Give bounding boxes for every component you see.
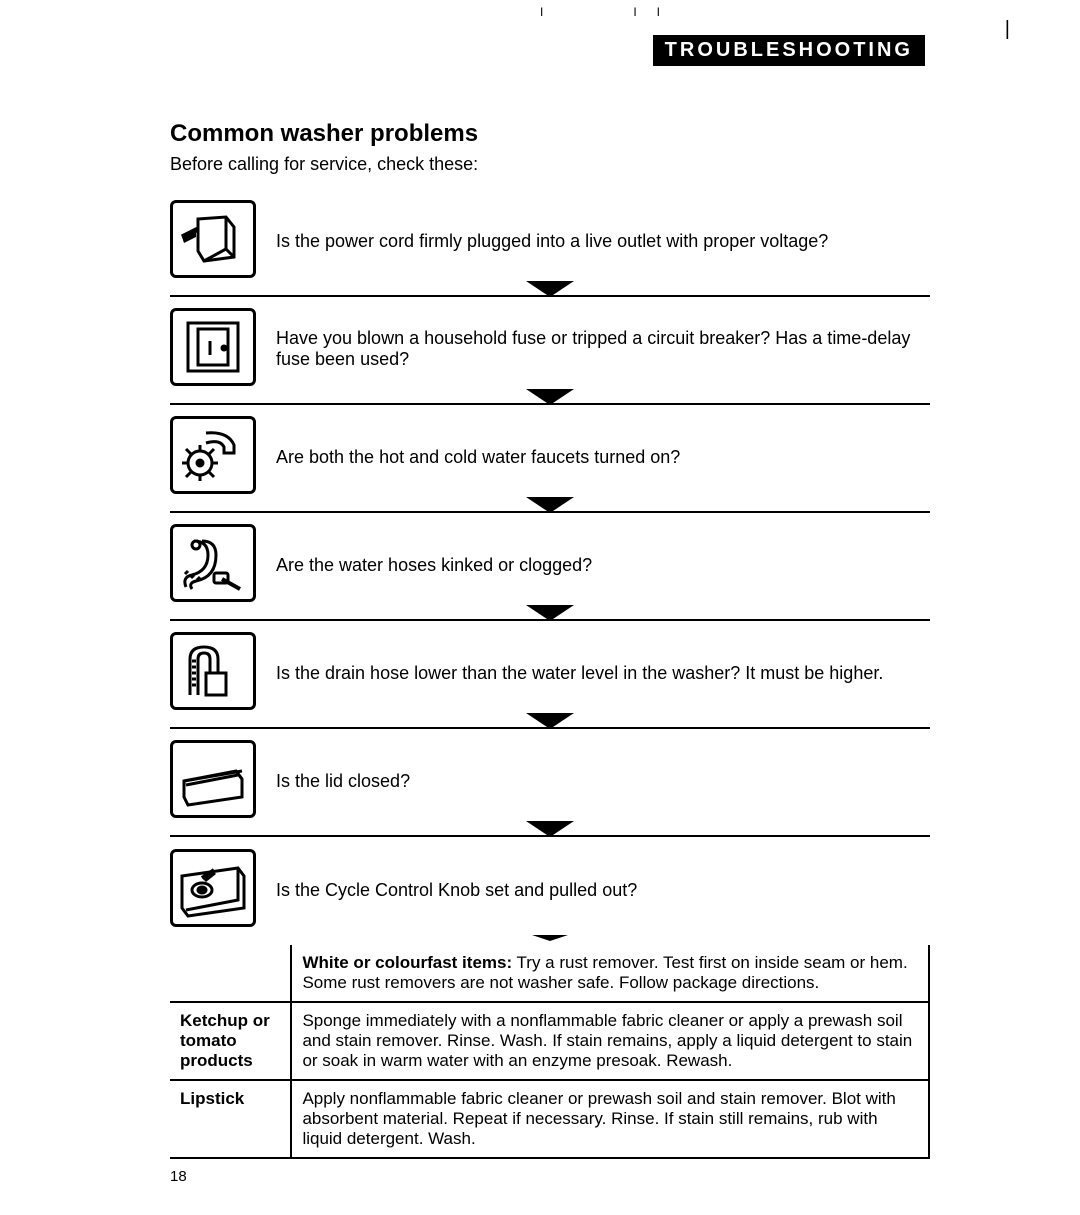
stain-row1-label: Ketchup or tomato products <box>170 1002 291 1080</box>
check-text: Have you blown a household fuse or tripp… <box>276 328 930 370</box>
check-row-lid: Is the lid closed? <box>170 729 930 837</box>
chevron-down-icon <box>526 389 574 405</box>
page-number: 18 <box>170 1168 187 1185</box>
scan-artifact-ticks: I II <box>540 5 680 19</box>
checklist: Is the power cord firmly plugged into a … <box>170 189 930 945</box>
chevron-down-icon <box>526 497 574 513</box>
check-row-hoses: Are the water hoses kinked or clogged? <box>170 513 930 621</box>
stain-row0-text: White or colourfast items: Try a rust re… <box>291 945 929 1002</box>
knob-icon <box>170 849 256 927</box>
section-title: Common washer problems <box>170 120 930 148</box>
lid-icon <box>170 740 256 818</box>
chevron-down-icon <box>526 713 574 729</box>
chevron-down-icon <box>526 605 574 621</box>
check-text: Is the Cycle Control Knob set and pulled… <box>276 880 930 901</box>
check-row-plug: Is the power cord firmly plugged into a … <box>170 189 930 297</box>
stain-row2-text: Apply nonflammable fabric cleaner or pre… <box>291 1080 929 1158</box>
plug-icon <box>170 200 256 278</box>
faucet-icon <box>170 416 256 494</box>
check-row-drain: Is the drain hose lower than the water l… <box>170 621 930 729</box>
check-text: Is the power cord firmly plugged into a … <box>276 231 930 252</box>
drain-hose-icon <box>170 632 256 710</box>
section-subtitle: Before calling for service, check these: <box>170 154 930 175</box>
check-text: Is the lid closed? <box>276 771 930 792</box>
fusebox-icon <box>170 308 256 386</box>
header-band: TROUBLESHOOTING <box>653 35 925 66</box>
check-row-faucets: Are both the hot and cold water faucets … <box>170 405 930 513</box>
stain-table: White or colourfast items: Try a rust re… <box>170 945 930 1159</box>
check-row-knob: Is the Cycle Control Knob set and pulled… <box>170 837 930 945</box>
check-text: Is the drain hose lower than the water l… <box>276 663 930 684</box>
stain-row1-text: Sponge immediately with a nonflammable f… <box>291 1002 929 1080</box>
stain-row0-label <box>170 945 291 1002</box>
chevron-down-icon <box>532 935 568 941</box>
hose-icon <box>170 524 256 602</box>
page-content: Common washer problems Before calling fo… <box>0 0 1080 1159</box>
chevron-down-icon <box>526 821 574 837</box>
stain-bold-prefix: White or colourfast items: <box>302 953 512 972</box>
chevron-down-icon <box>526 281 574 297</box>
scan-artifact-slash: | <box>1005 18 1010 41</box>
check-text: Are both the hot and cold water faucets … <box>276 447 930 468</box>
check-row-fuse: Have you blown a household fuse or tripp… <box>170 297 930 405</box>
check-text: Are the water hoses kinked or clogged? <box>276 555 930 576</box>
stain-row2-label: Lipstick <box>170 1080 291 1158</box>
